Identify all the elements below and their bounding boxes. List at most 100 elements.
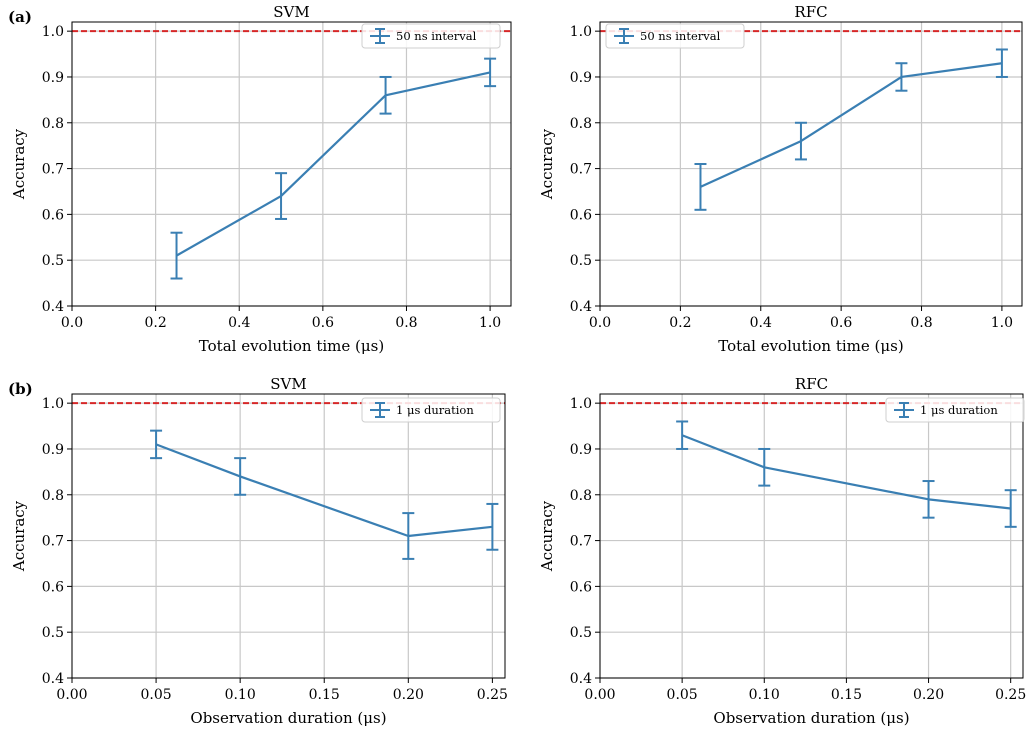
x-tick-label: 1.0 [991,315,1013,331]
y-tick-label: 1.0 [42,396,64,412]
error-bar [995,48,1008,78]
y-tick-label: 0.8 [42,488,64,504]
error-bar [234,457,247,496]
error-bar [486,502,499,551]
y-tick-label: 1.0 [570,24,592,40]
y-axis-label: Accuracy [10,128,28,200]
legend: 50 ns interval [361,23,501,49]
y-tick-label: 0.4 [42,299,64,315]
legend: 1 μs duration [885,397,1025,423]
chart-title: RFC [794,3,827,21]
series-line [700,62,1003,188]
y-tick-label: 0.5 [42,253,64,269]
series-line [175,71,491,257]
panel-label: (a) [8,8,32,26]
chart-panel: 0.00 0.05 0.10 0.15 0.20 0.25 0.4 0.5 0.6 0.7 0.8 0… [8,375,508,727]
y-tick-label: 0.9 [42,442,64,458]
legend-label: 1 μs duration [920,403,998,417]
chart-panel: 0.00 0.05 0.10 0.15 0.20 0.25 0.4 0.5 0.6 0.7 0.8 0… [538,375,1026,727]
error-bar [275,172,288,220]
plot-frame [71,393,506,679]
error-bar [758,447,771,487]
y-tick-label: 0.7 [570,162,592,178]
series-line [155,443,493,538]
y-tick-label: 1.0 [570,396,592,412]
x-tick-label: 0.4 [228,315,250,331]
legend-box [885,397,1025,423]
x-tick-label: 0.05 [140,687,171,703]
y-tick-label: 0.7 [42,162,64,178]
series-line [681,434,1011,510]
y-tick-label: 0.6 [570,579,592,595]
y-axis-label: Accuracy [538,500,556,572]
y-axis-label: Accuracy [538,128,556,200]
error-bar [676,420,689,450]
legend: 1 μs duration [361,397,501,423]
legend: 50 ns interval [605,23,745,49]
plot-frame [71,21,512,307]
chart-panel: 0.0 0.2 0.4 0.6 0.8 1.0 0.4 0.5 0.6 0.7 0.8 0.9 1.0 S… [8,3,512,355]
x-tick-label: 1.0 [479,315,501,331]
x-tick-label: 0.4 [750,315,772,331]
x-axis-label: Observation duration (μs) [190,709,386,727]
x-tick-label: 0.8 [395,315,417,331]
y-tick-label: 0.6 [42,579,64,595]
x-tick-label: 0.0 [61,315,83,331]
x-tick-label: 0.6 [830,315,852,331]
y-tick-label: 0.9 [570,70,592,86]
y-tick-label: 0.6 [570,207,592,223]
error-bar [694,163,707,211]
legend-label: 1 μs duration [396,403,474,417]
error-bar [484,57,497,88]
error-bar [1004,489,1017,528]
legend-box [361,23,501,49]
y-tick-label: 0.6 [42,207,64,223]
x-tick-label: 0.20 [393,687,424,703]
x-tick-label: 0.2 [669,315,691,331]
x-tick-label: 0.15 [309,687,340,703]
y-tick-label: 1.0 [42,24,64,40]
chart-title: SVM [273,3,309,21]
x-tick-label: 0.10 [225,687,256,703]
x-axis-label: Total evolution time (μs) [718,337,903,355]
y-tick-label: 0.5 [570,625,592,641]
y-tick-label: 0.4 [570,299,592,315]
y-tick-label: 0.7 [42,534,64,550]
error-bar [922,480,935,519]
y-tick-label: 0.4 [570,671,592,687]
error-bar [895,62,908,92]
legend-label: 50 ns interval [396,29,477,43]
y-tick-label: 0.8 [42,116,64,132]
y-tick-label: 0.8 [570,116,592,132]
x-tick-label: 0.00 [584,687,615,703]
x-tick-label: 0.6 [312,315,334,331]
error-bar [402,512,415,560]
x-tick-label: 0.10 [749,687,780,703]
error-bar [794,121,807,161]
y-tick-label: 0.4 [42,671,64,687]
x-axis-label: Observation duration (μs) [713,709,909,727]
panel-label: (b) [8,380,33,398]
y-tick-label: 0.9 [570,442,592,458]
error-bar [170,231,183,280]
x-axis-label: Total evolution time (μs) [199,337,384,355]
y-tick-label: 0.5 [570,253,592,269]
chart-panel: 0.0 0.2 0.4 0.6 0.8 1.0 0.4 0.5 0.6 0.7 0.8 0.9 1.0 R… [538,3,1023,355]
y-tick-label: 0.7 [570,534,592,550]
y-tick-label: 0.8 [570,488,592,504]
x-tick-label: 0.25 [477,687,508,703]
plot-frame [599,393,1024,679]
error-bar [379,75,392,115]
chart-title: SVM [270,375,306,393]
legend-label: 50 ns interval [640,29,721,43]
x-tick-label: 0.2 [144,315,166,331]
x-tick-label: 0.8 [910,315,932,331]
plot-frame [599,21,1023,307]
error-bar [150,429,163,460]
x-tick-label: 0.25 [995,687,1026,703]
x-tick-label: 0.0 [589,315,611,331]
y-tick-label: 0.5 [42,625,64,641]
x-tick-label: 0.05 [667,687,698,703]
legend-box [605,23,745,49]
